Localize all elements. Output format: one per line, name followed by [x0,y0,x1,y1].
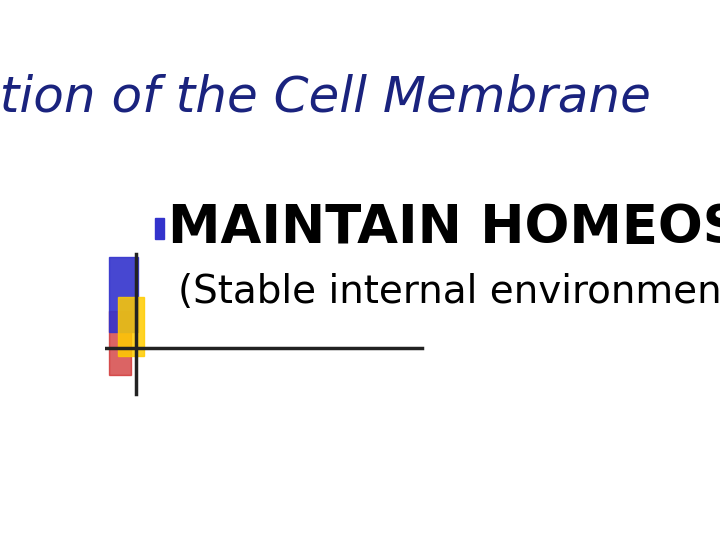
Text: Function of the Cell Membrane: Function of the Cell Membrane [0,73,651,121]
Bar [118,297,144,356]
Text: MAINTAIN HOMEOSTASIS: MAINTAIN HOMEOSTASIS [168,202,720,254]
Text: (Stable internal environment): (Stable internal environment) [178,273,720,310]
Bar [109,256,138,332]
Bar [156,218,163,239]
Bar [109,310,131,375]
